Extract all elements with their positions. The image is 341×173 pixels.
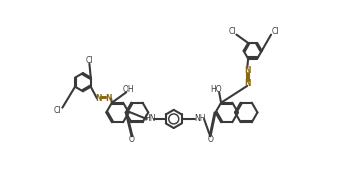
Text: N: N: [244, 66, 251, 75]
Text: Cl: Cl: [54, 106, 61, 115]
Text: N: N: [95, 94, 102, 103]
Text: Cl: Cl: [272, 27, 279, 36]
Text: OH: OH: [122, 85, 134, 94]
Text: O: O: [129, 135, 134, 144]
Text: HN: HN: [144, 114, 156, 124]
Text: Cl: Cl: [86, 56, 93, 65]
Text: HO: HO: [210, 85, 222, 94]
Text: N: N: [244, 79, 251, 88]
Text: N: N: [106, 94, 112, 103]
Text: NH: NH: [194, 114, 205, 124]
Text: O: O: [208, 135, 213, 144]
Text: Cl: Cl: [228, 27, 236, 36]
